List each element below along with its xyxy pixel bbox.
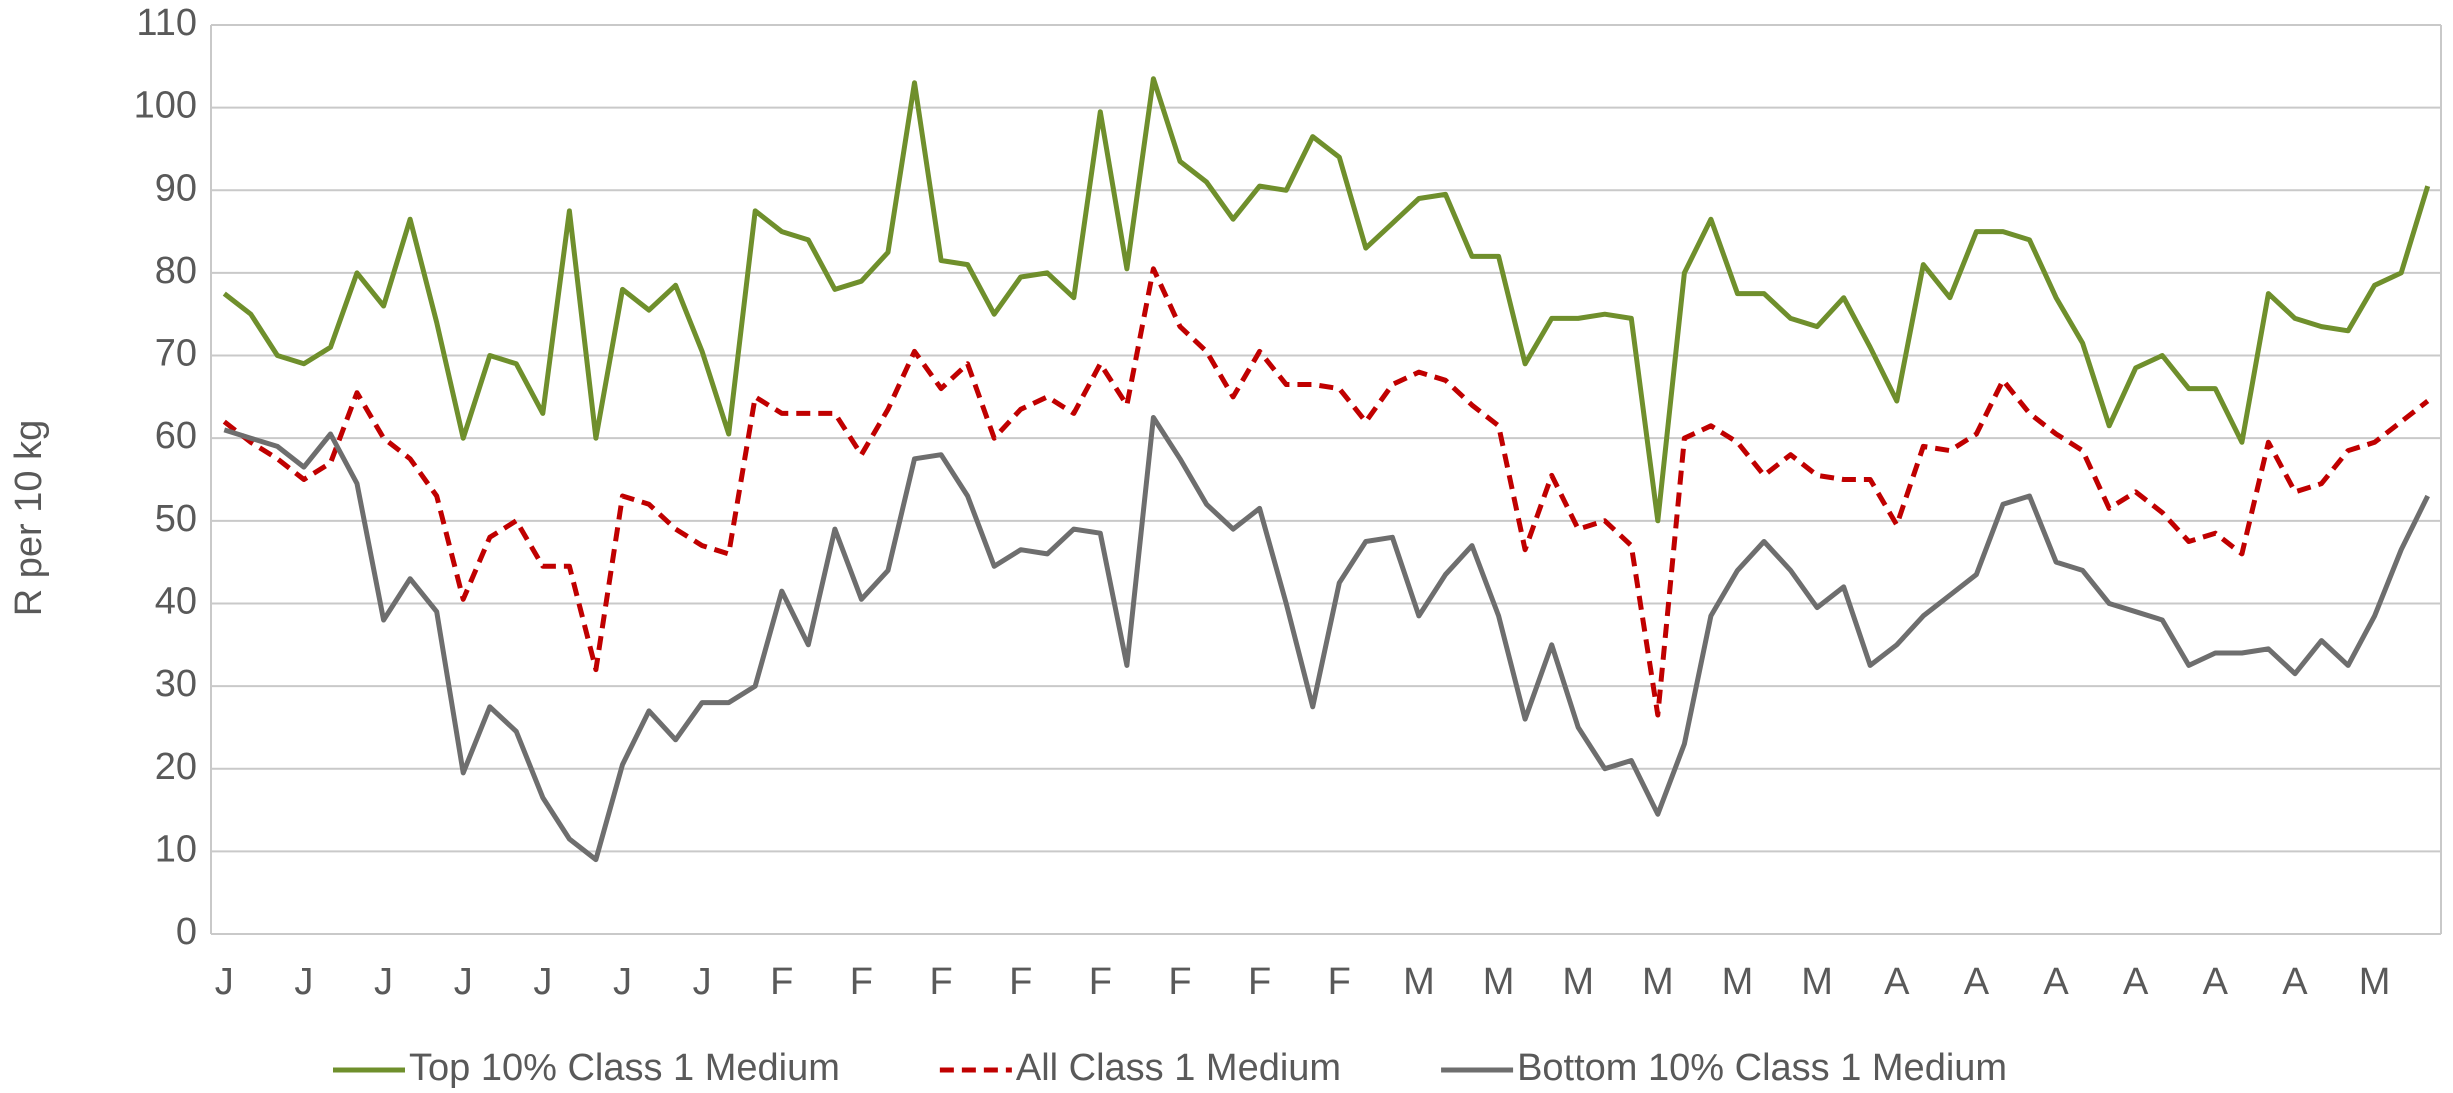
x-tick-label: M [1483, 961, 1515, 1003]
y-tick-label: 50 [155, 498, 197, 540]
x-tick-label: M [1801, 961, 1833, 1003]
legend-label: All Class 1 Medium [1016, 1047, 1341, 1089]
y-tick-label: 90 [155, 167, 197, 209]
x-tick-label: F [850, 961, 873, 1003]
x-tick-label: A [2123, 961, 2149, 1003]
x-tick-label: M [2359, 961, 2391, 1003]
series-line [223, 415, 2430, 863]
y-tick-label: 40 [155, 580, 197, 622]
y-tick-label: 110 [136, 2, 197, 44]
x-tick-label: A [2203, 961, 2229, 1003]
x-tick-label: J [533, 961, 552, 1003]
y-tick-label: 20 [155, 746, 197, 788]
y-tick-label: 100 [134, 85, 197, 127]
x-tick-label: M [1722, 961, 1754, 1003]
y-tick-label: 30 [155, 663, 197, 705]
x-tick-label: J [693, 961, 712, 1003]
series-line [222, 266, 2430, 718]
legend-label: Bottom 10% Class 1 Medium [1517, 1047, 2007, 1089]
y-tick-label: 0 [176, 911, 197, 953]
y-tick-label: 80 [155, 250, 197, 292]
y-tick-label: 60 [155, 415, 197, 457]
x-tick-label: M [1562, 961, 1594, 1003]
x-tick-label: J [374, 961, 393, 1003]
legend-label: Top 10% Class 1 Medium [409, 1047, 840, 1089]
y-axis-title: R per 10 kg [8, 420, 50, 616]
series-line [222, 76, 2431, 524]
y-tick-label: 70 [155, 333, 197, 375]
y-tick-label: 10 [155, 828, 197, 870]
x-tick-label: M [1403, 961, 1435, 1003]
x-tick-label: A [2282, 961, 2308, 1003]
x-tick-label: J [613, 961, 632, 1003]
x-tick-label: J [294, 961, 313, 1003]
x-tick-label: F [1248, 961, 1271, 1003]
x-tick-label: A [1884, 961, 1910, 1003]
x-tick-label: J [454, 961, 473, 1003]
x-tick-label: M [1642, 961, 1674, 1003]
x-tick-label: F [1328, 961, 1351, 1003]
x-tick-label: F [1089, 961, 1112, 1003]
x-tick-label: A [2043, 961, 2069, 1003]
x-tick-label: F [1009, 961, 1032, 1003]
x-tick-label: F [1168, 961, 1191, 1003]
x-tick-label: A [1964, 961, 1990, 1003]
x-tick-label: F [929, 961, 952, 1003]
x-tick-label: J [215, 961, 234, 1003]
x-tick-label: F [770, 961, 793, 1003]
